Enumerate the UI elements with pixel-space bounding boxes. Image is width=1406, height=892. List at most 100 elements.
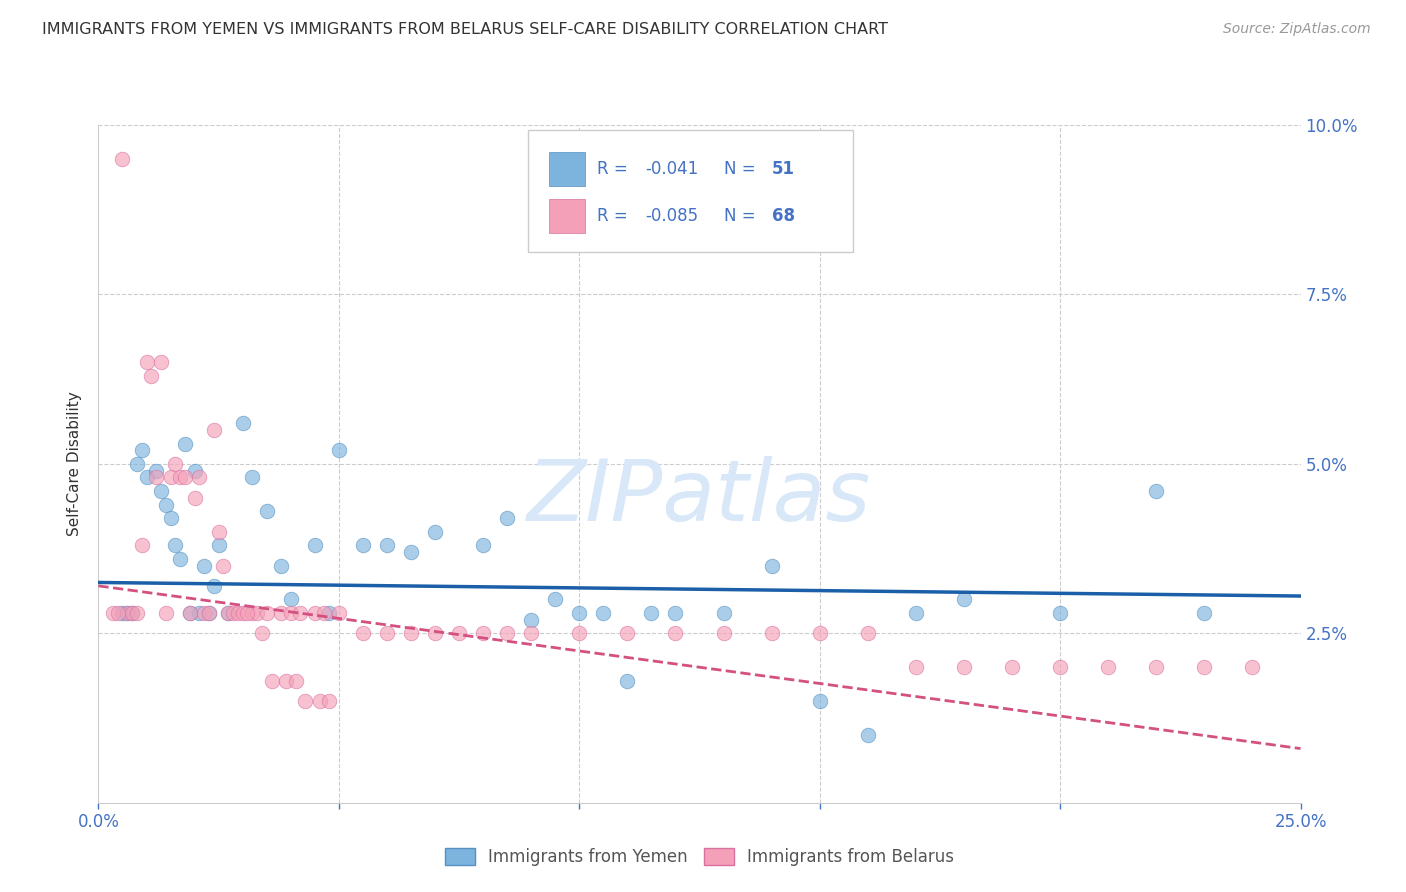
Point xyxy=(101,606,124,620)
Point xyxy=(155,498,177,512)
Point xyxy=(256,504,278,518)
Text: 68: 68 xyxy=(772,208,794,226)
Point xyxy=(208,524,231,539)
Point xyxy=(111,606,134,620)
Point xyxy=(664,626,686,640)
Point xyxy=(318,694,340,708)
FancyBboxPatch shape xyxy=(550,152,585,186)
Point xyxy=(260,673,283,688)
Point xyxy=(1097,660,1119,674)
Point xyxy=(270,606,292,620)
Point xyxy=(1001,660,1024,674)
Point xyxy=(304,538,326,552)
Point xyxy=(399,545,422,559)
Point xyxy=(226,606,249,620)
Text: 51: 51 xyxy=(772,160,794,178)
Point xyxy=(117,606,139,620)
Point xyxy=(145,464,167,478)
Point xyxy=(713,606,735,620)
Point xyxy=(761,558,783,573)
Point xyxy=(856,626,879,640)
Point xyxy=(308,694,330,708)
Point xyxy=(953,660,976,674)
Point xyxy=(284,673,307,688)
Text: R =: R = xyxy=(598,208,633,226)
Point xyxy=(240,470,263,484)
Point xyxy=(328,606,350,620)
Point xyxy=(236,606,259,620)
Point xyxy=(159,511,181,525)
Point xyxy=(217,606,239,620)
Point xyxy=(953,592,976,607)
Point xyxy=(1194,660,1216,674)
Point xyxy=(713,626,735,640)
Point xyxy=(145,470,167,484)
Point xyxy=(174,470,197,484)
Text: R =: R = xyxy=(598,160,633,178)
Point xyxy=(155,606,177,620)
Point xyxy=(270,558,292,573)
Point xyxy=(520,626,543,640)
Point xyxy=(174,436,197,450)
Point xyxy=(472,538,495,552)
Y-axis label: Self-Care Disability: Self-Care Disability xyxy=(67,392,83,536)
Point xyxy=(107,606,129,620)
Point xyxy=(183,464,205,478)
Point xyxy=(131,443,153,458)
Point xyxy=(352,626,374,640)
Point xyxy=(121,606,143,620)
Point xyxy=(131,538,153,552)
Text: N =: N = xyxy=(724,208,761,226)
Point xyxy=(904,606,927,620)
Point xyxy=(125,457,148,471)
Point xyxy=(328,443,350,458)
Point xyxy=(240,606,263,620)
Point xyxy=(1144,660,1167,674)
Point xyxy=(294,694,316,708)
Point xyxy=(188,470,211,484)
Point xyxy=(165,457,187,471)
Point xyxy=(1049,606,1071,620)
Point xyxy=(183,491,205,505)
Point xyxy=(222,606,245,620)
Point xyxy=(1049,660,1071,674)
Point xyxy=(640,606,662,620)
Point xyxy=(664,606,686,620)
Point xyxy=(198,606,221,620)
Point xyxy=(208,538,231,552)
Point xyxy=(904,660,927,674)
Point xyxy=(135,470,157,484)
Point xyxy=(149,355,172,369)
Point xyxy=(135,355,157,369)
Point xyxy=(314,606,336,620)
Point xyxy=(125,606,148,620)
Text: ZIPatlas: ZIPatlas xyxy=(527,456,872,540)
Point xyxy=(808,626,831,640)
Point xyxy=(274,673,297,688)
Point xyxy=(472,626,495,640)
Point xyxy=(616,626,638,640)
Point xyxy=(544,592,567,607)
Point xyxy=(179,606,201,620)
Point xyxy=(280,606,302,620)
Point xyxy=(193,558,215,573)
Point xyxy=(1241,660,1264,674)
Point xyxy=(121,606,143,620)
Point xyxy=(520,613,543,627)
Text: Source: ZipAtlas.com: Source: ZipAtlas.com xyxy=(1223,22,1371,37)
Point xyxy=(202,423,225,437)
Text: N =: N = xyxy=(724,160,761,178)
Point xyxy=(193,606,215,620)
Point xyxy=(246,606,269,620)
Point xyxy=(568,626,591,640)
Point xyxy=(165,538,187,552)
Point xyxy=(232,416,254,430)
Point xyxy=(808,694,831,708)
Legend: Immigrants from Yemen, Immigrants from Belarus: Immigrants from Yemen, Immigrants from B… xyxy=(437,841,962,872)
Point xyxy=(232,606,254,620)
Point xyxy=(280,592,302,607)
Point xyxy=(111,152,134,166)
Point xyxy=(375,626,398,640)
Point xyxy=(399,626,422,640)
Text: -0.041: -0.041 xyxy=(645,160,699,178)
